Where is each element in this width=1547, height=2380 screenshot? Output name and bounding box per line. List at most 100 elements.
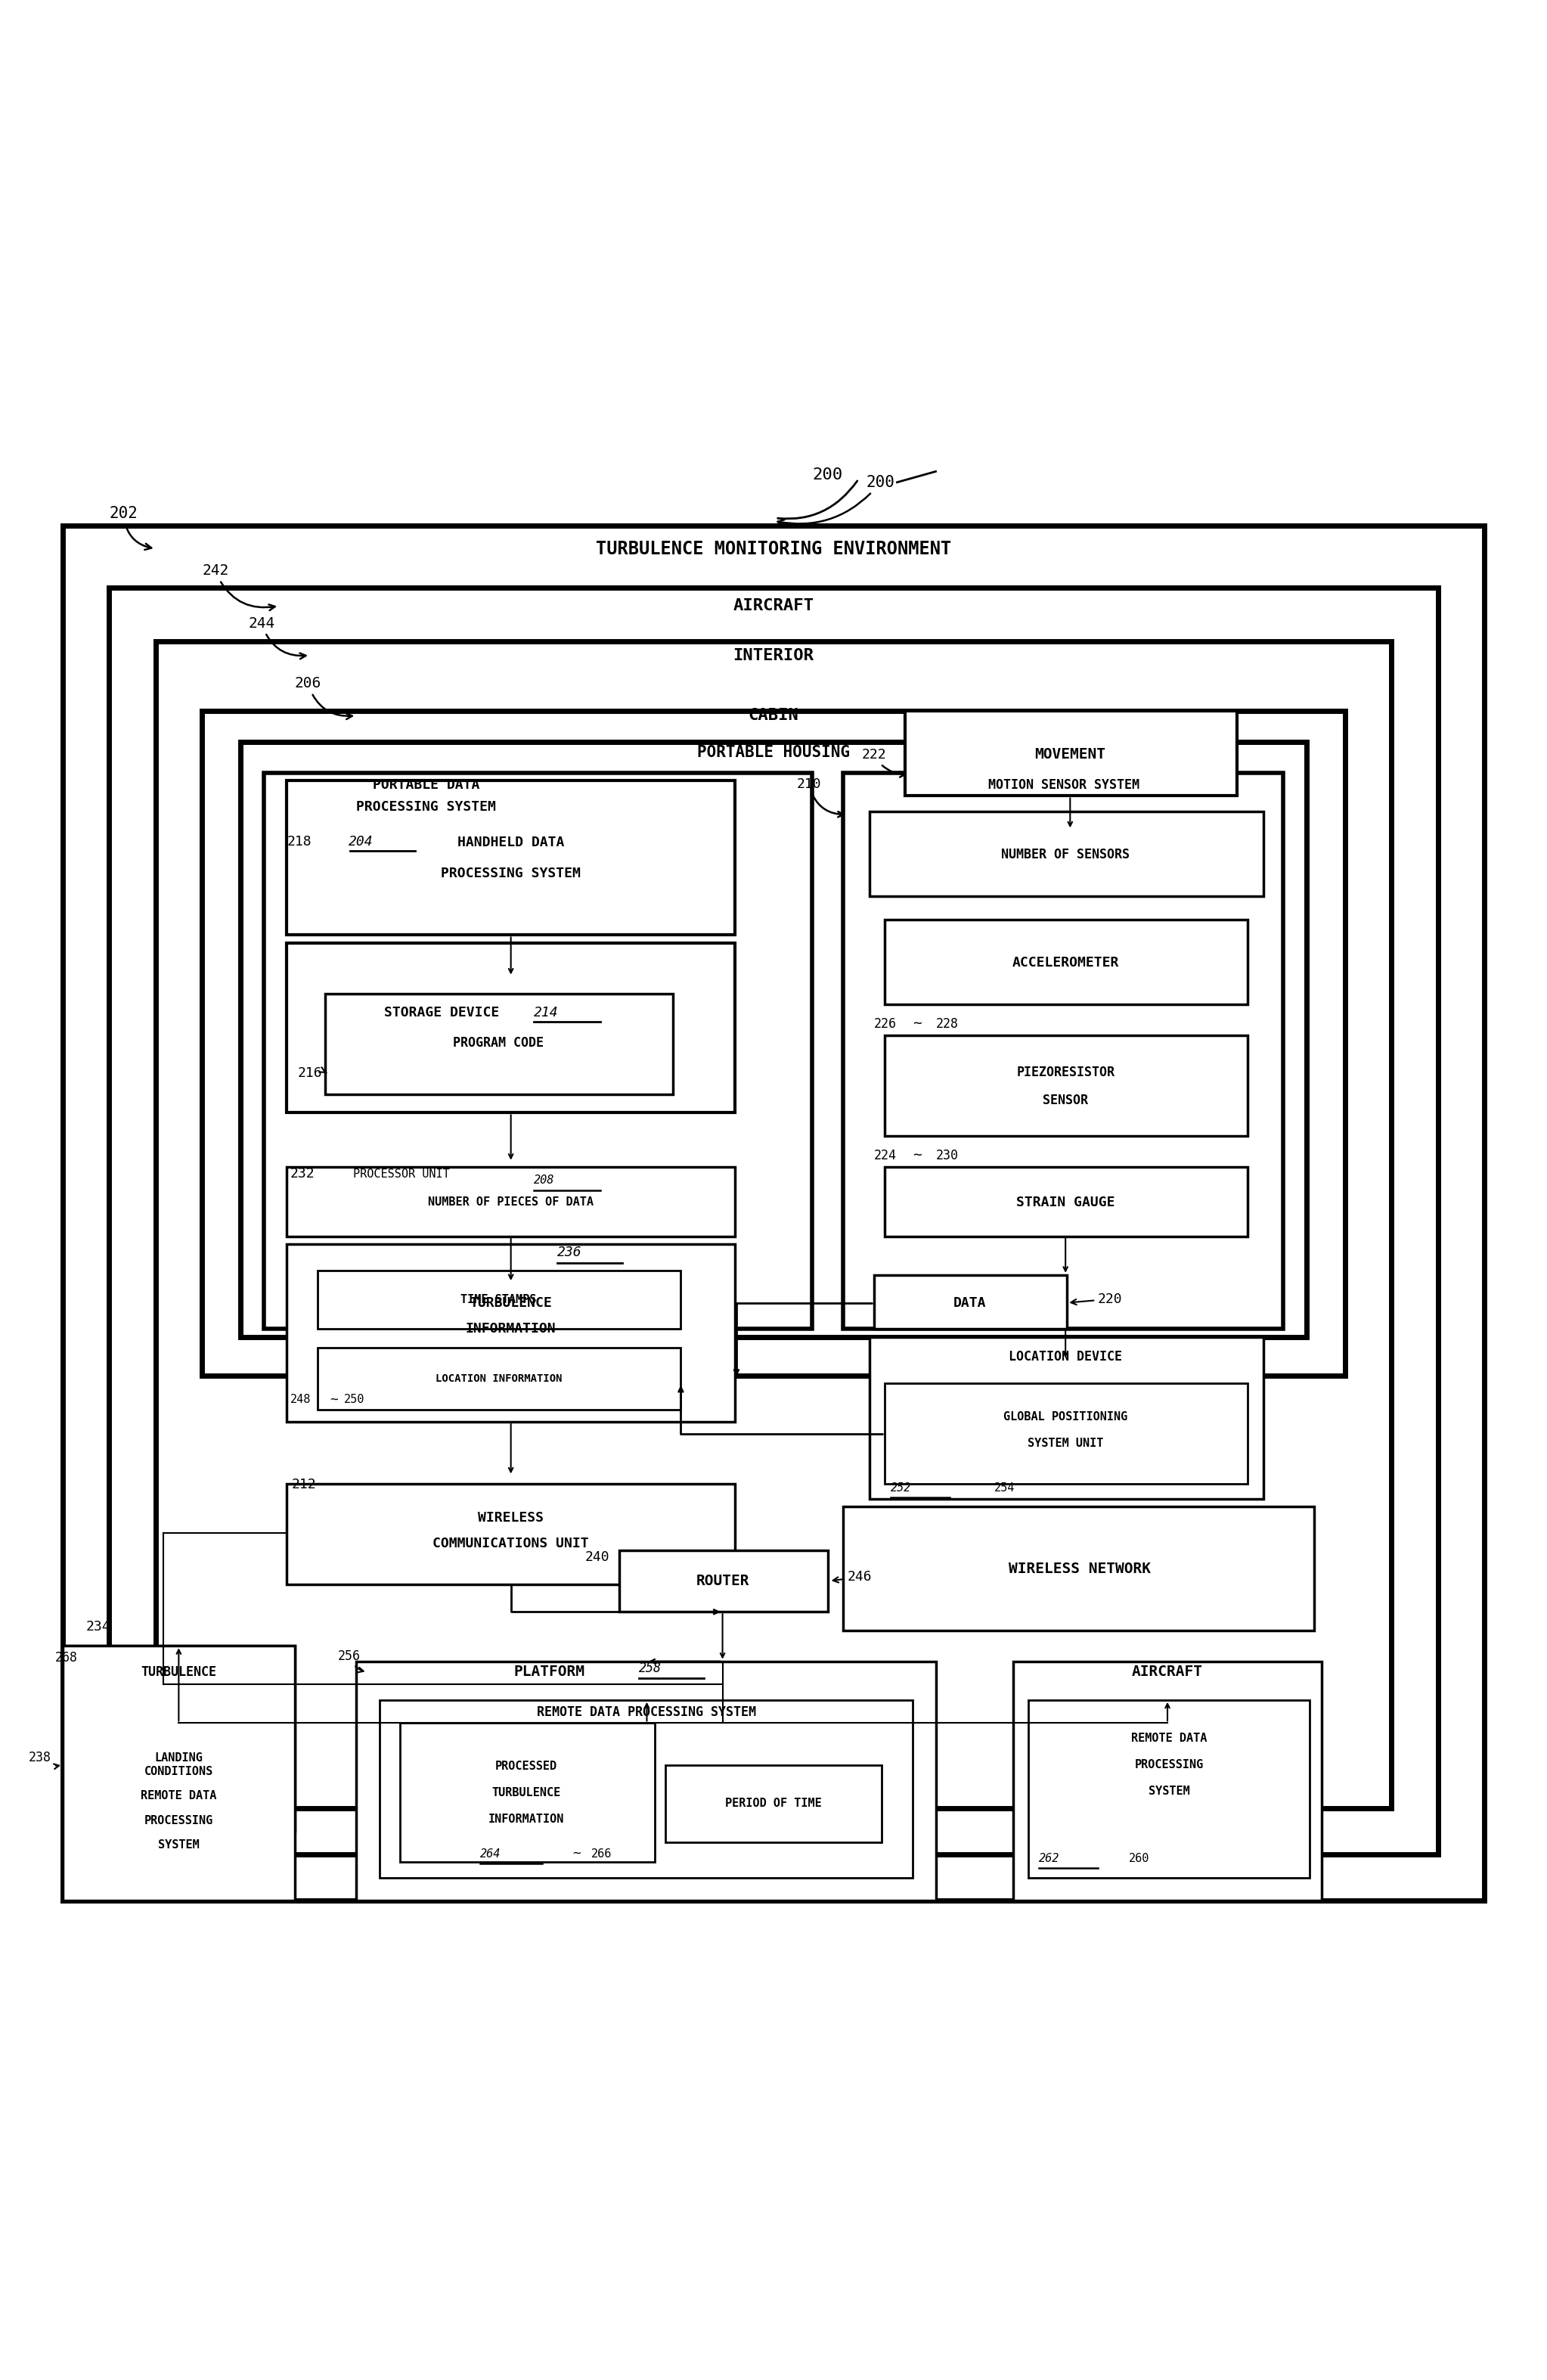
Text: SYSTEM: SYSTEM: [1148, 1785, 1190, 1797]
Text: PROCESSOR UNIT: PROCESSOR UNIT: [353, 1169, 450, 1180]
FancyBboxPatch shape: [665, 1766, 882, 1842]
Text: WIRELESS: WIRELESS: [478, 1511, 543, 1526]
Text: 230: 230: [936, 1150, 959, 1161]
Text: PROCESSING: PROCESSING: [1134, 1759, 1204, 1771]
Text: TURBULENCE: TURBULENCE: [141, 1666, 217, 1678]
Text: LOCATION INFORMATION: LOCATION INFORMATION: [435, 1373, 562, 1383]
Text: SYSTEM UNIT: SYSTEM UNIT: [1027, 1438, 1103, 1449]
Text: AIRCRAFT: AIRCRAFT: [1132, 1666, 1204, 1680]
Text: PORTABLE DATA: PORTABLE DATA: [373, 778, 480, 793]
FancyArrowPatch shape: [778, 481, 857, 519]
Text: 248: 248: [289, 1395, 311, 1407]
Text: 218: 218: [286, 835, 311, 847]
FancyBboxPatch shape: [885, 919, 1248, 1004]
FancyBboxPatch shape: [885, 1383, 1248, 1483]
Text: 252: 252: [891, 1483, 911, 1495]
Text: 204: 204: [348, 835, 373, 847]
Text: NUMBER OF SENSORS: NUMBER OF SENSORS: [1001, 847, 1129, 862]
Text: 254: 254: [995, 1483, 1015, 1495]
Text: 262: 262: [1040, 1854, 1060, 1864]
FancyBboxPatch shape: [356, 1661, 936, 1902]
Text: PROCESSED: PROCESSED: [495, 1761, 557, 1773]
FancyBboxPatch shape: [286, 1166, 735, 1235]
Text: INFORMATION: INFORMATION: [466, 1323, 555, 1335]
Text: 212: 212: [291, 1478, 316, 1492]
FancyBboxPatch shape: [317, 1347, 681, 1409]
Text: SYSTEM: SYSTEM: [158, 1840, 200, 1852]
FancyBboxPatch shape: [63, 1647, 294, 1902]
FancyBboxPatch shape: [843, 774, 1284, 1328]
Text: 228: 228: [936, 1016, 959, 1031]
Text: ACCELEROMETER: ACCELEROMETER: [1012, 957, 1118, 969]
FancyBboxPatch shape: [905, 712, 1238, 795]
FancyBboxPatch shape: [619, 1549, 828, 1611]
FancyBboxPatch shape: [263, 774, 812, 1328]
Text: PIEZORESISTOR: PIEZORESISTOR: [1016, 1066, 1115, 1081]
Text: HANDHELD DATA: HANDHELD DATA: [458, 835, 565, 850]
Text: REMOTE DATA: REMOTE DATA: [1131, 1733, 1207, 1745]
Text: 260: 260: [1129, 1854, 1149, 1864]
Text: PROCESSING SYSTEM: PROCESSING SYSTEM: [356, 800, 495, 814]
Text: 222: 222: [862, 747, 905, 778]
Text: AIRCRAFT: AIRCRAFT: [733, 597, 814, 614]
Text: 256: 256: [337, 1649, 364, 1673]
Text: PLATFORM: PLATFORM: [514, 1666, 585, 1680]
Text: 216: 216: [297, 1066, 326, 1081]
Text: NUMBER OF PIECES OF DATA: NUMBER OF PIECES OF DATA: [429, 1197, 594, 1209]
Text: TURBULENCE: TURBULENCE: [492, 1787, 562, 1799]
FancyBboxPatch shape: [63, 1737, 294, 1830]
Text: PROCESSING SYSTEM: PROCESSING SYSTEM: [441, 866, 580, 881]
Text: ~: ~: [572, 1847, 580, 1861]
FancyBboxPatch shape: [286, 942, 735, 1114]
Text: 226: 226: [874, 1016, 897, 1031]
FancyBboxPatch shape: [885, 1166, 1248, 1235]
FancyBboxPatch shape: [885, 1035, 1248, 1135]
Text: 208: 208: [534, 1176, 555, 1185]
FancyBboxPatch shape: [1029, 1699, 1310, 1878]
Text: STRAIN GAUGE: STRAIN GAUGE: [1016, 1195, 1115, 1209]
FancyBboxPatch shape: [286, 781, 735, 935]
FancyBboxPatch shape: [379, 1699, 913, 1878]
Text: LOCATION DEVICE: LOCATION DEVICE: [1009, 1349, 1122, 1364]
FancyBboxPatch shape: [286, 1245, 735, 1421]
FancyBboxPatch shape: [110, 588, 1437, 1854]
FancyBboxPatch shape: [869, 812, 1264, 897]
Text: TURBULENCE MONITORING ENVIRONMENT: TURBULENCE MONITORING ENVIRONMENT: [596, 540, 951, 557]
FancyBboxPatch shape: [1013, 1661, 1323, 1902]
Text: 234: 234: [87, 1621, 111, 1633]
FancyBboxPatch shape: [874, 1276, 1067, 1328]
Text: REMOTE DATA PROCESSING SYSTEM: REMOTE DATA PROCESSING SYSTEM: [537, 1706, 756, 1718]
Text: ~: ~: [913, 1147, 922, 1161]
Text: 268: 268: [56, 1652, 77, 1664]
Text: TURBULENCE: TURBULENCE: [470, 1297, 552, 1309]
Text: 266: 266: [591, 1849, 613, 1859]
Text: 200: 200: [778, 476, 894, 526]
Text: 206: 206: [294, 676, 353, 719]
Text: INFORMATION: INFORMATION: [489, 1814, 565, 1825]
FancyBboxPatch shape: [63, 526, 1484, 1902]
Text: CABIN: CABIN: [749, 707, 798, 724]
Text: 202: 202: [110, 505, 152, 550]
Text: 214: 214: [534, 1004, 558, 1019]
Text: 258: 258: [639, 1661, 662, 1676]
Text: PROGRAM CODE: PROGRAM CODE: [453, 1035, 545, 1050]
Text: LANDING
CONDITIONS: LANDING CONDITIONS: [144, 1752, 213, 1778]
Text: REMOTE DATA: REMOTE DATA: [141, 1790, 217, 1802]
FancyBboxPatch shape: [317, 1271, 681, 1328]
Text: 244: 244: [248, 616, 306, 659]
Text: TIME STAMPS: TIME STAMPS: [461, 1295, 537, 1304]
FancyBboxPatch shape: [399, 1723, 654, 1861]
Text: 224: 224: [874, 1150, 897, 1161]
Text: 236: 236: [557, 1245, 582, 1259]
FancyBboxPatch shape: [869, 1338, 1264, 1499]
Text: 238: 238: [29, 1752, 59, 1768]
Text: ~: ~: [330, 1392, 339, 1407]
FancyBboxPatch shape: [203, 712, 1344, 1376]
Text: ROUTER: ROUTER: [696, 1573, 749, 1587]
FancyBboxPatch shape: [156, 643, 1391, 1809]
Text: WIRELESS NETWORK: WIRELESS NETWORK: [1009, 1561, 1151, 1576]
FancyBboxPatch shape: [843, 1507, 1315, 1630]
Text: 220: 220: [1071, 1292, 1123, 1307]
Text: 242: 242: [203, 564, 275, 609]
Text: 210: 210: [797, 778, 843, 816]
